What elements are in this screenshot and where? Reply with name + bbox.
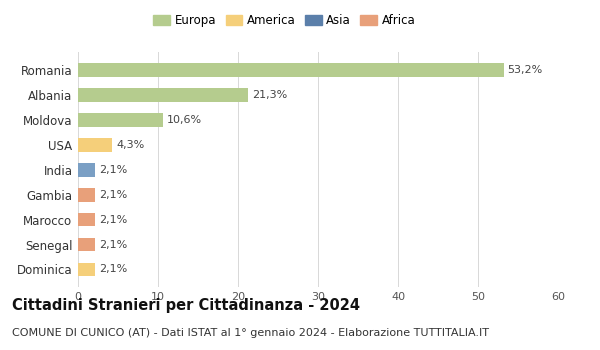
Bar (78, 88, 248, 102)
Text: 2,1%: 2,1% (99, 265, 127, 274)
Text: 2,1%: 2,1% (99, 190, 127, 200)
Bar (78, 113, 163, 127)
Bar (78, 188, 95, 202)
Text: 4,3%: 4,3% (116, 140, 145, 150)
Bar (78, 138, 112, 152)
Text: 10,6%: 10,6% (167, 115, 202, 125)
Text: 2,1%: 2,1% (99, 165, 127, 175)
Legend: Europa, America, Asia, Africa: Europa, America, Asia, Africa (151, 12, 418, 29)
Text: 21,3%: 21,3% (253, 90, 287, 100)
Text: COMUNE DI CUNICO (AT) - Dati ISTAT al 1° gennaio 2024 - Elaborazione TUTTITALIA.: COMUNE DI CUNICO (AT) - Dati ISTAT al 1°… (12, 328, 489, 338)
Bar (78, 238, 95, 251)
Bar (78, 163, 95, 177)
Bar (78, 262, 95, 276)
Text: 2,1%: 2,1% (99, 239, 127, 250)
Bar (78, 63, 503, 77)
Text: 53,2%: 53,2% (508, 65, 543, 75)
Text: Cittadini Stranieri per Cittadinanza - 2024: Cittadini Stranieri per Cittadinanza - 2… (12, 298, 360, 313)
Bar (78, 213, 95, 226)
Text: 2,1%: 2,1% (99, 215, 127, 225)
